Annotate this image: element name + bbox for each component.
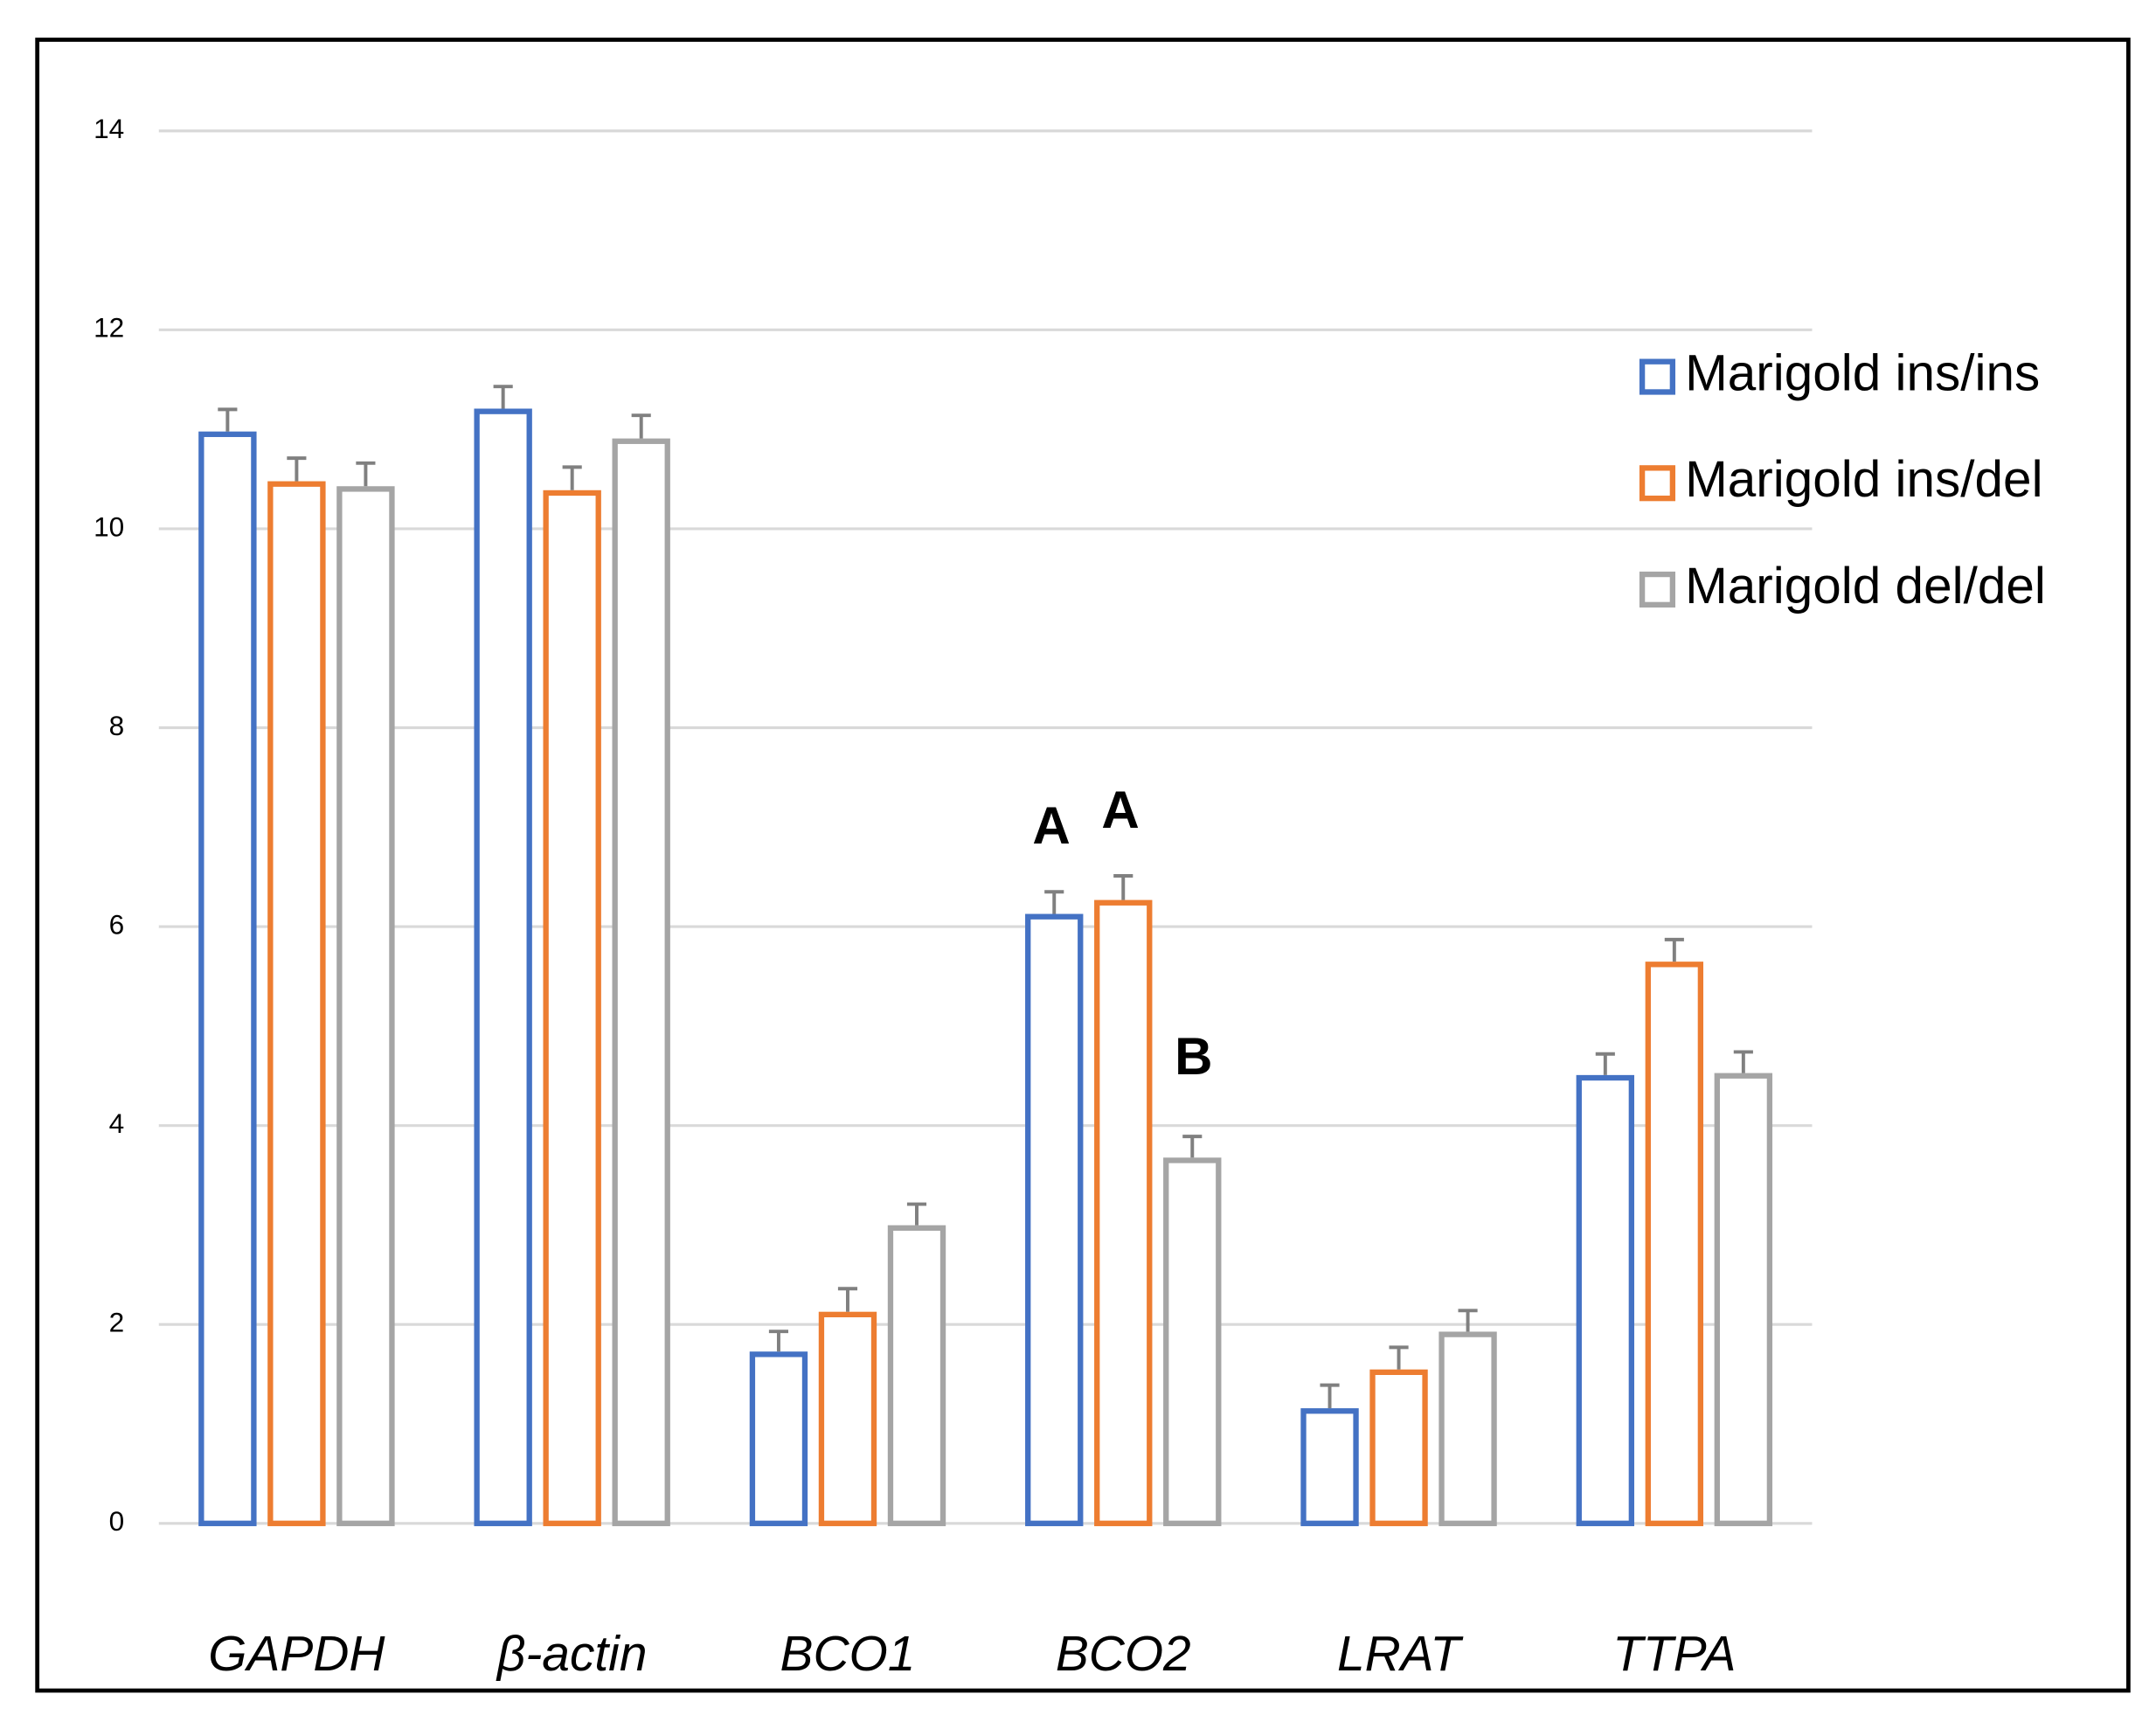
legend-label: Marigold ins/del — [1685, 451, 2042, 508]
error-bar — [287, 456, 307, 482]
error-bar — [356, 461, 376, 487]
bar — [543, 490, 601, 1526]
error-bar — [493, 385, 513, 409]
error-bar — [1458, 1309, 1478, 1332]
error-bar — [631, 413, 651, 439]
bar — [198, 431, 257, 1526]
y-tick-label: 6 — [109, 908, 125, 940]
x-tick-label: TTPA — [1612, 1626, 1736, 1682]
y-tick-label: 2 — [109, 1307, 125, 1338]
bar — [612, 438, 670, 1526]
error-bar — [1595, 1052, 1615, 1075]
error-bar — [1113, 874, 1133, 900]
annotation: A — [1101, 781, 1139, 839]
error-bar — [1389, 1345, 1409, 1370]
bar — [1576, 1074, 1635, 1526]
error-bar — [906, 1202, 927, 1226]
y-tick-label: 14 — [94, 113, 124, 144]
bar — [474, 408, 532, 1526]
bar — [336, 486, 395, 1526]
legend-swatch — [1639, 358, 1676, 395]
x-tick-label: BCO2 — [1056, 1626, 1191, 1682]
bar — [1438, 1331, 1497, 1526]
annotation: B — [1175, 1027, 1212, 1086]
error-bar — [1664, 937, 1684, 962]
bar — [749, 1351, 808, 1526]
bar — [1645, 962, 1704, 1526]
annotation: A — [1032, 796, 1070, 855]
error-bar — [562, 465, 582, 490]
bar — [267, 481, 326, 1526]
bar — [1300, 1408, 1359, 1526]
error-bar — [768, 1330, 789, 1352]
x-tick-label: GAPDH — [208, 1626, 385, 1682]
y-tick-label: 4 — [109, 1107, 125, 1139]
error-bar — [218, 407, 238, 432]
error-bar — [837, 1287, 858, 1312]
legend-swatch — [1639, 571, 1676, 608]
legend-label: Marigold ins/ins — [1685, 345, 2040, 402]
error-bar — [1044, 890, 1064, 914]
error-bar — [1320, 1383, 1340, 1409]
legend-label: Marigold del/del — [1685, 558, 2046, 615]
legend-swatch — [1639, 465, 1676, 502]
x-tick-label: BCO1 — [780, 1626, 916, 1682]
bar — [1163, 1157, 1222, 1526]
x-tick-label: LRAT — [1337, 1626, 1464, 1682]
y-tick-label: 0 — [109, 1505, 125, 1537]
bar — [1714, 1073, 1773, 1526]
y-tick-label: 12 — [94, 312, 124, 344]
bar — [1369, 1369, 1428, 1526]
y-tick-label: 10 — [94, 510, 124, 542]
bar — [1094, 899, 1153, 1526]
bar — [818, 1311, 877, 1526]
bar — [887, 1225, 946, 1526]
x-tick-label: β-actin — [496, 1626, 648, 1682]
bar — [1025, 913, 1084, 1526]
y-tick-label: 8 — [109, 710, 125, 741]
error-bar — [1182, 1135, 1203, 1158]
error-bar — [1733, 1050, 1753, 1073]
